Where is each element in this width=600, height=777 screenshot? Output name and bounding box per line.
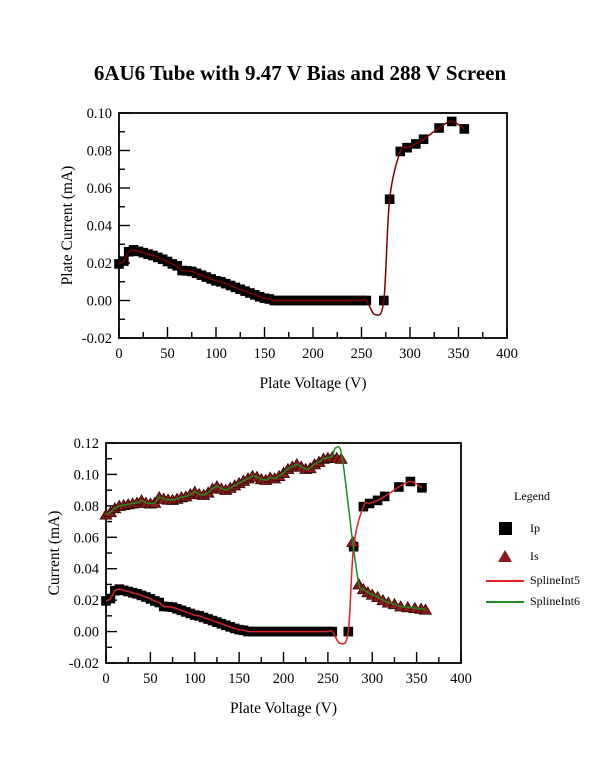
spline-line-SplineInt6 [105,445,426,611]
y-tick-label: 0.08 [87,144,112,160]
is-triangle-swatch-icon [498,550,512,562]
x-tick-label: 0 [115,346,122,362]
data-point-square [114,259,124,269]
y-axis-label: Plate Current (mA) [59,166,76,286]
y-tick-label: 0.04 [87,219,113,235]
y-tick-label: 0.00 [87,294,112,310]
y-tick-label: 0.04 [74,562,100,578]
bottom-chart-currents: 0 50 100 150 200 250 300 350 400 -0.02 0.00 0.02 0.0… [46,436,472,717]
x-tick-label: 0 [102,671,109,687]
y-tick-label: 0.02 [87,256,112,272]
top-chart-plate-current: 0 50 100 150 200 250 300 350 400 -0.02 0.00 0.02 0.0… [59,106,518,392]
x-tick-label: 400 [496,346,518,362]
x-tick-label: 400 [450,671,472,687]
x-axis-label: Plate Voltage (V) [259,375,366,392]
x-tick-label: 300 [399,346,421,362]
y-tick-label: 0.00 [74,625,99,641]
y-tick-label: 0.02 [74,593,99,609]
x-tick-label: 250 [351,346,373,362]
chart-legend: Legend Ip Is SplineInt5 SplineInt6 [484,489,600,612]
y-tick-label: 0.10 [87,106,112,122]
x-tick-label: 250 [317,671,339,687]
legend-label-ip: Ip [530,520,540,535]
data-point-triangle [334,452,348,464]
x-axis: 0 50 100 150 200 250 300 350 400 [115,327,518,362]
y-tick-label: -0.02 [82,331,112,347]
splineint5-line-swatch-icon [486,579,524,582]
data-point-square [459,124,470,134]
x-tick-label: 200 [302,346,324,362]
y-tick-label: 0.08 [74,499,99,515]
x-axis-label: Plate Voltage (V) [230,700,337,717]
legend-item-splineint6: SplineInt6 [484,591,600,612]
legend-item-splineint5: SplineInt5 [484,570,600,591]
y-tick-label: 0.06 [87,181,112,197]
spline-line-SplineInt5 [105,480,423,645]
legend-title: Legend [514,489,550,503]
x-axis: 0 50 100 150 200 250 300 350 400 [102,652,472,687]
y-tick-label: 0.12 [74,436,99,452]
x-tick-label: 200 [273,671,295,687]
x-tick-label: 150 [228,671,250,687]
data-point-square [417,482,427,493]
x-tick-label: 150 [254,346,276,362]
y-tick-label: 0.06 [74,530,99,546]
figure-title: 6AU6 Tube with 9.47 V Bias and 288 V Scr… [93,61,507,85]
legend-label-is: Is [530,548,539,563]
x-tick-label: 50 [143,671,158,687]
y-tick-label: 0.10 [74,467,99,483]
x-tick-label: 350 [448,346,470,362]
y-tick-label: -0.02 [69,656,99,672]
legend-label-splineint5: SplineInt5 [530,573,580,587]
legend-item-is: Is [484,542,600,570]
legend-item-ip: Ip [484,514,600,542]
y-axis-label: Current (mA) [46,511,63,596]
x-tick-label: 300 [361,671,383,687]
ip-square-swatch-icon [498,521,512,535]
series-Ip [114,116,470,306]
series-Is [99,450,433,615]
splineint6-line-swatch-icon [486,600,524,603]
spline-line-SplineInt5 [118,120,465,316]
x-tick-label: 50 [160,346,175,362]
legend-label-splineint6: SplineInt6 [530,594,580,608]
x-tick-label: 100 [184,671,206,687]
x-tick-label: 100 [205,346,227,362]
x-tick-label: 350 [406,671,428,687]
y-axis: -0.02 0.00 0.02 0.04 0.06 0.08 0.10 [82,106,130,347]
y-axis: -0.02 0.00 0.02 0.04 0.06 0.08 0.10 0.12 [69,436,117,672]
